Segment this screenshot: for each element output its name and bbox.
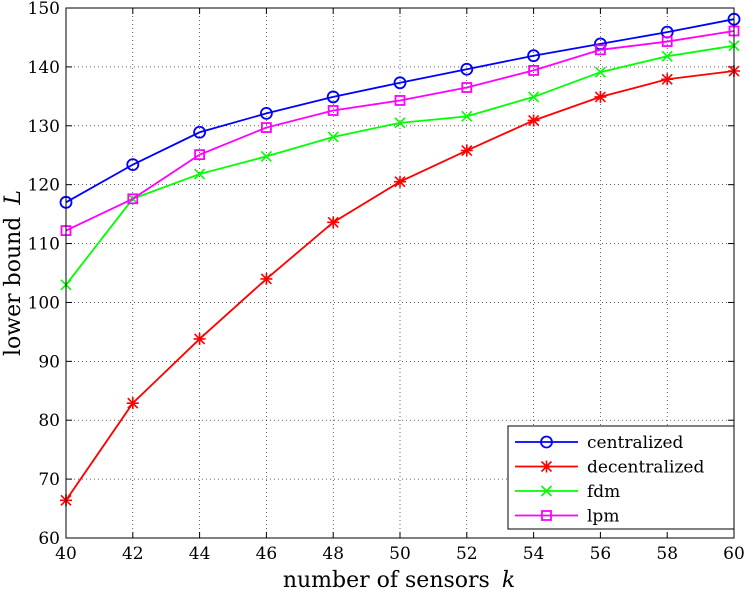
y-tick-label: 130 [28,117,60,137]
legend-label-fdm: fdm [587,482,620,502]
y-tick-label: 70 [38,470,60,490]
x-axis-label-text: number of sensors [283,568,490,590]
data-point-decentralized [260,272,273,285]
y-axis-label: lower bound L [1,190,26,356]
data-point-centralized [126,158,140,172]
x-tick-label: 40 [55,544,77,564]
data-point-centralized [460,62,474,76]
data-point-decentralized [594,90,607,103]
legend-marker-lpm [541,510,552,521]
data-point-fdm [327,131,339,143]
data-point-centralized [393,76,407,90]
data-point-lpm [461,82,473,93]
data-point-decentralized [327,216,340,229]
y-tick-label: 90 [38,352,60,372]
legend-label-lpm: lpm [587,507,619,527]
tick-labels: 40 42 44 46 48 50 52 54 56 58 60 60 70 80 90 100 110 120 1… [28,0,745,564]
data-point-lpm [327,105,339,116]
data-point-fdm [661,50,673,62]
data-point-decentralized [126,397,139,410]
data-point-centralized [193,125,207,139]
legend-entry-lpm: lpm [515,507,619,527]
legend-marker-decentralized [540,460,553,473]
data-point-decentralized [527,114,540,127]
series-line-centralized [65,18,735,204]
y-axis-label-var: L [1,190,26,206]
data-point-decentralized [394,175,406,188]
x-axis-label: number of sensors k [283,568,515,590]
x-tick-label: 54 [523,544,545,564]
legend-entry-fdm: fdm [515,482,620,502]
x-tick-label: 58 [656,544,678,564]
x-tick-label: 60 [723,544,745,564]
data-point-fdm [594,66,606,78]
data-point-lpm [260,122,272,133]
data-point-fdm [194,168,206,180]
y-tick-label: 110 [28,235,60,255]
data-point-decentralized [460,144,473,157]
x-axis-label-var: k [502,568,515,590]
x-tick-label: 50 [389,544,411,564]
data-point-lpm [127,193,139,205]
data-point-decentralized [193,332,206,345]
data-point-lpm [661,36,673,47]
data-point-decentralized [661,73,674,86]
x-tick-label: 42 [122,544,144,564]
y-axis-label-text: lower bound [1,217,26,356]
legend-label-decentralized: decentralized [587,458,704,478]
y-tick-label: 60 [38,529,60,549]
data-point-fdm [260,150,272,162]
series-line-lpm [65,30,735,232]
data-point-centralized [527,49,540,63]
data-point-centralized [326,90,340,104]
legend-entry-decentralized: decentralized [515,458,704,478]
data-point-lpm [394,95,406,106]
data-point-lpm [528,65,539,76]
x-tick-label: 56 [590,544,612,564]
plot-frame [65,7,735,539]
data-point-fdm [394,117,406,129]
legend-marker-centralized [540,435,553,449]
y-tick-label: 120 [28,176,60,196]
legend-marker-fdm [540,485,553,497]
data-point-fdm [461,110,473,122]
x-tick-label: 48 [322,544,344,564]
data-point-lpm [194,149,206,161]
legend-entry-centralized: centralized [515,433,684,453]
series-layer [59,12,741,507]
y-tick-label: 150 [28,0,60,19]
y-tick-label: 80 [38,411,60,431]
data-point-centralized [259,107,273,120]
data-point-fdm [528,91,540,103]
x-tick-label: 44 [189,544,211,564]
x-tick-label: 46 [256,544,278,564]
legend-label-centralized: centralized [587,433,684,453]
y-tick-label: 100 [28,293,60,313]
data-point-lpm [595,44,606,56]
x-tick-label: 52 [456,544,478,564]
legend: centralized decentralized fdm lpm [507,425,735,530]
y-tick-label: 140 [28,58,60,78]
series-lpm [60,25,740,237]
